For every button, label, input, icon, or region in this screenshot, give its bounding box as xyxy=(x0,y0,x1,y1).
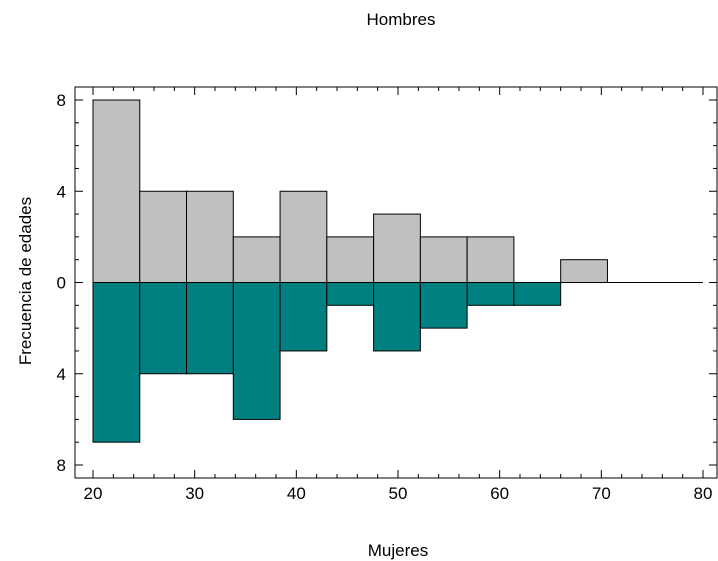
female-bar-0 xyxy=(92,282,141,443)
male-bar-1 xyxy=(139,190,188,283)
male-bar-3 xyxy=(232,236,281,283)
female-bar-9 xyxy=(513,282,562,306)
x-tick-label: 80 xyxy=(694,484,713,503)
male-bar-4 xyxy=(279,190,328,283)
x-axis: 20 30 40 50 60 70 80 xyxy=(84,87,713,503)
x-tick-label: 70 xyxy=(592,484,611,503)
female-bar-6 xyxy=(373,282,421,352)
female-bar-8 xyxy=(466,282,515,306)
y-tick-label: 0 xyxy=(57,274,66,293)
x-tick-label: 60 xyxy=(490,484,509,503)
male-bar-6 xyxy=(373,213,421,283)
female-bar-2 xyxy=(186,282,234,375)
y-tick-label: 4 xyxy=(57,182,66,201)
female-bars xyxy=(92,282,562,443)
male-bar-0 xyxy=(92,99,141,283)
chart-title: Hombres xyxy=(367,10,436,29)
x-tick-label: 40 xyxy=(287,484,306,503)
y-tick-label: 8 xyxy=(57,91,66,110)
x-axis-label: Mujeres xyxy=(368,541,428,560)
male-bars xyxy=(92,99,608,283)
male-bar-7 xyxy=(419,236,468,283)
male-bar-2 xyxy=(186,190,234,283)
y-axis: 8 4 0 4 8 xyxy=(57,91,717,475)
male-bar-8 xyxy=(466,236,515,283)
y-tick-label: 8 xyxy=(57,456,66,475)
x-tick-label: 30 xyxy=(185,484,204,503)
x-tick-label: 20 xyxy=(84,484,103,503)
female-bar-5 xyxy=(326,282,375,306)
x-tick-label: 50 xyxy=(389,484,408,503)
female-bar-4 xyxy=(279,282,328,352)
y-tick-label: 4 xyxy=(57,365,66,384)
female-bar-1 xyxy=(139,282,188,375)
female-bar-7 xyxy=(419,282,468,329)
y-axis-label: Frecuencia de edades xyxy=(16,197,35,365)
female-bar-3 xyxy=(232,282,281,420)
male-bar-5 xyxy=(326,236,375,283)
male-bar-10 xyxy=(560,259,608,283)
